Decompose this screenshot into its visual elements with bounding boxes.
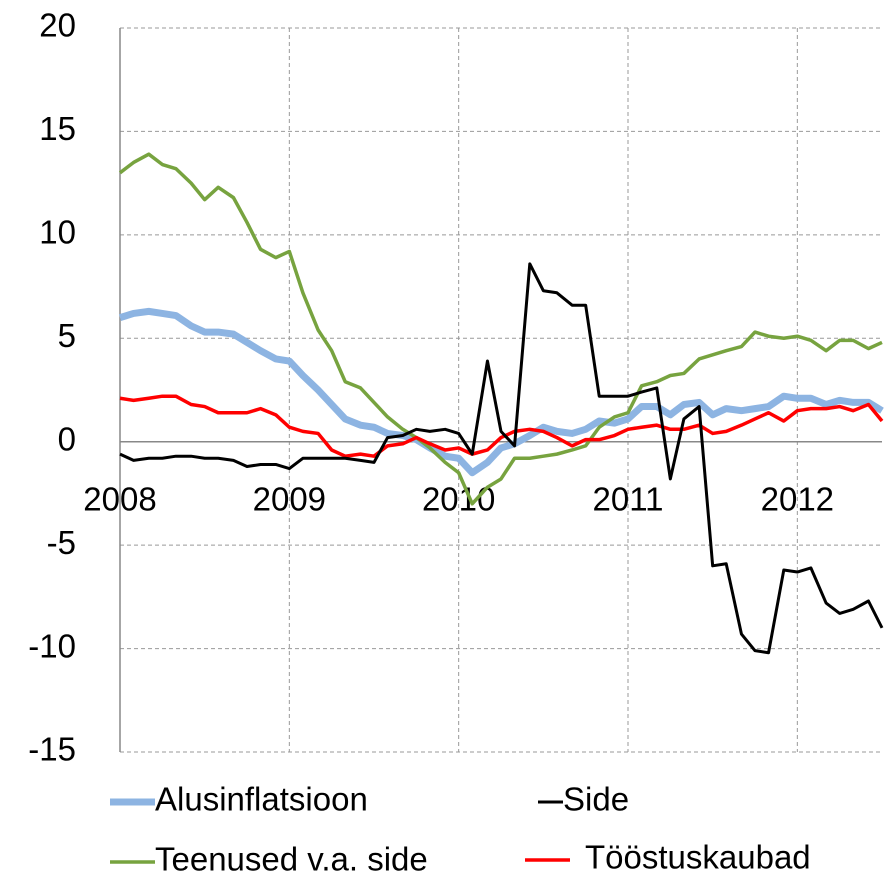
series-line — [119, 394, 884, 458]
legend-label: Alusinflatsioon — [155, 781, 368, 818]
x-tick-label: 2011 — [593, 480, 664, 517]
y-tick-label: -5 — [47, 524, 76, 561]
series-line — [119, 262, 884, 655]
y-tick-label: -15 — [28, 731, 76, 768]
x-tick-label: 2010 — [422, 480, 495, 517]
series-line — [118, 152, 883, 506]
x-tick-label: 2009 — [253, 480, 326, 517]
y-tick-label: 15 — [39, 110, 76, 147]
legend-label: Side — [563, 781, 629, 818]
legend-label: Teenused v.a. side — [155, 841, 428, 878]
y-tick-label: 20 — [39, 7, 76, 44]
y-tick-label: 10 — [39, 214, 76, 251]
y-tick-label: 0 — [58, 420, 76, 457]
y-tick-label: 5 — [58, 317, 76, 354]
y-tick-label: -10 — [28, 627, 76, 664]
legend-label: Tööstuskaubad — [585, 839, 811, 876]
series-line — [118, 307, 884, 477]
x-tick-label: 2012 — [761, 480, 834, 517]
